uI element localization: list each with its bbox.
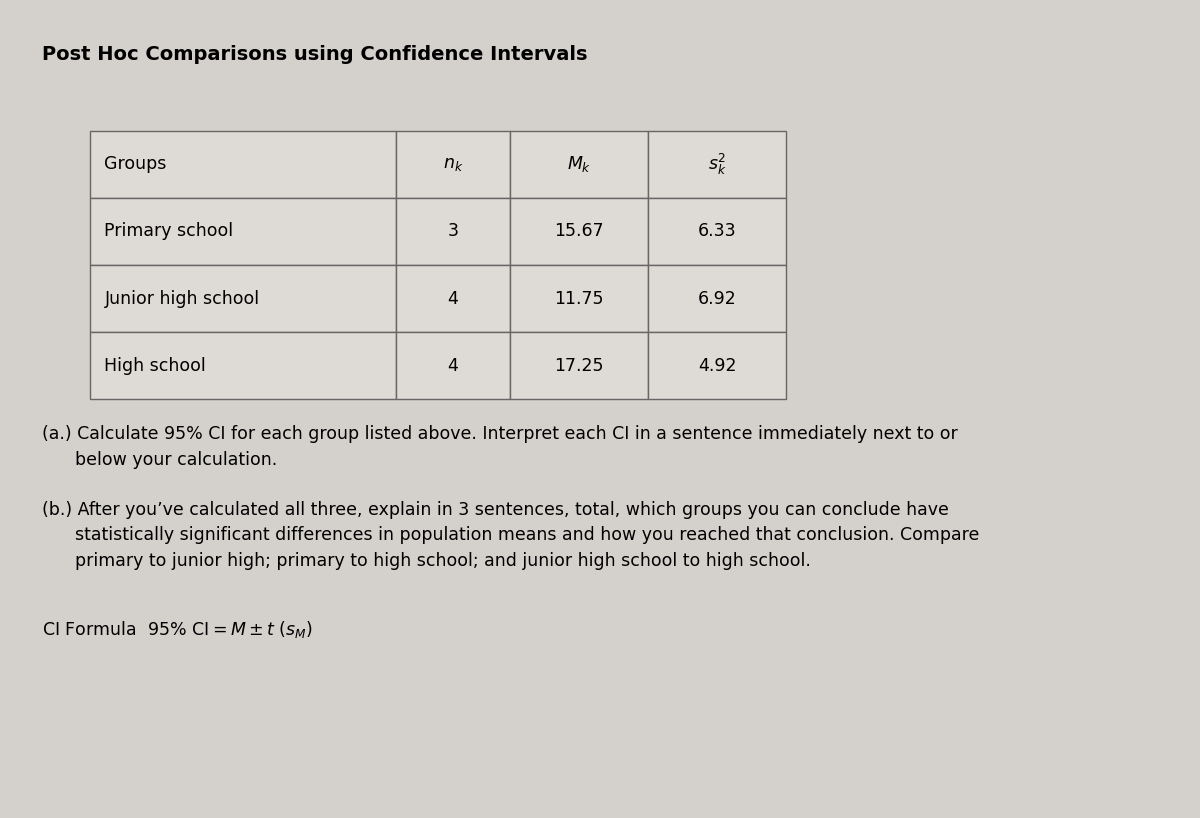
Bar <box>648 131 786 198</box>
Text: High school: High school <box>104 357 206 375</box>
Text: 3: 3 <box>448 222 458 240</box>
Bar <box>396 131 510 198</box>
Bar <box>648 332 786 399</box>
Text: Primary school: Primary school <box>104 222 234 240</box>
Bar <box>510 198 648 265</box>
Bar <box>90 265 396 332</box>
Text: 15.67: 15.67 <box>554 222 604 240</box>
Text: $M_k$: $M_k$ <box>566 155 592 174</box>
Bar <box>510 332 648 399</box>
Text: 4: 4 <box>448 290 458 308</box>
Bar <box>90 198 396 265</box>
Bar <box>648 198 786 265</box>
Text: 6.92: 6.92 <box>697 290 737 308</box>
Bar <box>510 265 648 332</box>
Text: 6.33: 6.33 <box>697 222 737 240</box>
Text: 4.92: 4.92 <box>697 357 737 375</box>
Text: 11.75: 11.75 <box>554 290 604 308</box>
Bar <box>90 131 396 198</box>
Text: (a.) Calculate 95% CI for each group listed above. Interpret each CI in a senten: (a.) Calculate 95% CI for each group lis… <box>42 425 958 469</box>
Text: Post Hoc Comparisons using Confidence Intervals: Post Hoc Comparisons using Confidence In… <box>42 45 588 64</box>
Bar <box>396 198 510 265</box>
Bar <box>396 332 510 399</box>
Text: (b.) After you’ve calculated all three, explain in 3 sentences, total, which gro: (b.) After you’ve calculated all three, … <box>42 501 979 570</box>
Text: 17.25: 17.25 <box>554 357 604 375</box>
Text: $s_k^2$: $s_k^2$ <box>708 152 726 177</box>
Bar <box>648 265 786 332</box>
Bar <box>396 265 510 332</box>
Bar <box>90 332 396 399</box>
Bar <box>510 131 648 198</box>
Text: Groups: Groups <box>104 155 167 173</box>
Text: Junior high school: Junior high school <box>104 290 259 308</box>
Text: 4: 4 <box>448 357 458 375</box>
Text: $n_k$: $n_k$ <box>443 155 463 173</box>
Text: $\mathrm{CI\ Formula\ \ 95\%\ CI} = M \pm t\ (s_M)$: $\mathrm{CI\ Formula\ \ 95\%\ CI} = M \p… <box>42 619 313 640</box>
